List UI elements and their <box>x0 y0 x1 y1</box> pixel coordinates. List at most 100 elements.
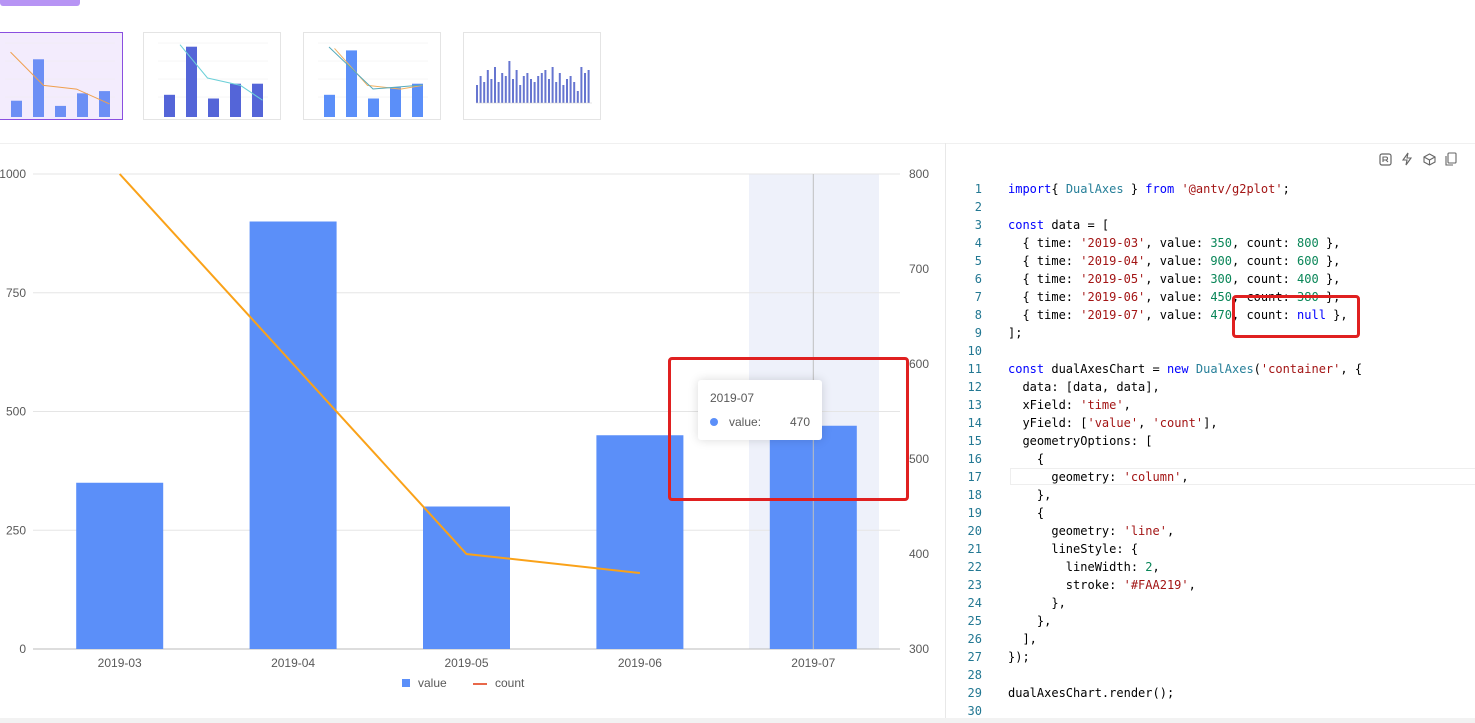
line-source: data: [data, data], <box>1008 380 1160 394</box>
code-editor[interactable] <box>946 178 1475 723</box>
line-source: import{ DualAxes } from '@antv/g2plot'; <box>1008 182 1290 196</box>
line-source: lineWidth: 2, <box>1008 560 1160 574</box>
line-number: 18 <box>967 488 982 502</box>
y-left-tick-label: 250 <box>6 523 26 537</box>
line-number: 2 <box>974 200 982 214</box>
copy-icon[interactable] <box>1444 152 1458 166</box>
y-left-tick-label: 750 <box>6 286 26 300</box>
bar-2019-03[interactable] <box>76 482 164 649</box>
line-source: { time: '2019-05', value: 300, count: 40… <box>1008 272 1341 286</box>
box-icon[interactable] <box>1422 152 1436 166</box>
line-source: stroke: '#FAA219', <box>1008 578 1196 592</box>
line-number: 8 <box>974 308 982 322</box>
line-number: 25 <box>967 614 982 628</box>
line-number: 5 <box>974 254 982 268</box>
y-right-tick-label: 700 <box>909 262 929 276</box>
x-tick-label: 2019-05 <box>444 656 488 670</box>
line-source: }, <box>1008 614 1052 628</box>
divider <box>0 143 1475 144</box>
line-number: 6 <box>974 272 982 286</box>
line-number: 13 <box>967 398 982 412</box>
active-tab-indicator[interactable] <box>0 0 80 6</box>
line-number: 23 <box>967 578 982 592</box>
line-source: lineStyle: { <box>1008 542 1139 556</box>
legend-marker-square <box>402 679 410 687</box>
current-line-highlight <box>1010 468 1475 485</box>
legend-item-value[interactable]: value <box>402 676 447 690</box>
line-number: 10 <box>967 344 982 358</box>
line-source: }, <box>1008 488 1052 502</box>
line-source: { time: '2019-03', value: 350, count: 80… <box>1008 236 1341 250</box>
line-number: 17 <box>967 470 982 484</box>
line-number: 20 <box>967 524 982 538</box>
line-source: geometryOptions: [ <box>1008 434 1153 448</box>
line-number: 15 <box>967 434 982 448</box>
line-number: 28 <box>967 668 982 682</box>
line-source: dualAxesChart.render(); <box>1008 686 1175 700</box>
line-number: 14 <box>967 416 982 430</box>
thumbnail-preview <box>5 42 115 117</box>
line-source: { <box>1008 506 1045 520</box>
thumb-3[interactable] <box>303 32 441 120</box>
y-right-tick-label: 600 <box>909 357 929 371</box>
y-right-tick-label: 500 <box>909 452 929 466</box>
legend-marker-line <box>473 682 487 685</box>
line-number: 16 <box>967 452 982 466</box>
editor-toolbar <box>1378 152 1458 166</box>
thumbnail-preview <box>476 61 592 104</box>
line-source: }, <box>1008 596 1066 610</box>
y-right-tick-label: 400 <box>909 547 929 561</box>
line-number: 7 <box>974 290 982 304</box>
line-source: ]; <box>1008 326 1023 340</box>
tooltip-title: 2019-07 <box>710 391 755 405</box>
bar-2019-05[interactable] <box>423 506 510 650</box>
bar-2019-04[interactable] <box>249 221 337 650</box>
thumbnail-preview <box>158 42 268 118</box>
line-source: ], <box>1008 632 1037 646</box>
y-right-tick-label: 800 <box>909 167 929 181</box>
x-tick-label: 2019-07 <box>791 656 835 670</box>
y-right-tick-label: 300 <box>909 642 929 656</box>
legend-item-count[interactable]: count <box>473 676 524 690</box>
line-number: 30 <box>967 704 982 718</box>
refresh-icon[interactable] <box>1378 152 1392 166</box>
line-source: const dualAxesChart = new DualAxes('cont… <box>1008 362 1363 376</box>
chart-tooltip: 2019-07 value: 470 <box>698 380 822 440</box>
flash-icon[interactable] <box>1400 152 1414 166</box>
line-number: 12 <box>967 380 982 394</box>
line-number: 1 <box>974 182 982 196</box>
line-source: yField: ['value', 'count'], <box>1008 416 1218 430</box>
legend-label-value: value <box>418 676 447 690</box>
annotation-box-code <box>1232 295 1360 338</box>
tooltip-marker <box>710 418 718 426</box>
y-left-tick-label: 1000 <box>0 167 26 181</box>
x-tick-label: 2019-03 <box>98 656 142 670</box>
bottom-scrollbar[interactable] <box>0 718 1475 723</box>
line-count[interactable] <box>118 173 641 574</box>
thumb-4[interactable] <box>463 32 601 120</box>
line-number: 26 <box>967 632 982 646</box>
line-number: 24 <box>967 596 982 610</box>
thumb-2[interactable] <box>143 32 281 120</box>
line-source: { <box>1008 452 1045 466</box>
line-number: 19 <box>967 506 982 520</box>
line-source: xField: 'time', <box>1008 398 1131 412</box>
line-number: 4 <box>974 236 982 250</box>
line-number: 9 <box>974 326 982 340</box>
line-number: 29 <box>967 686 982 700</box>
y-left-tick-label: 500 <box>6 405 26 419</box>
x-tick-label: 2019-04 <box>271 656 315 670</box>
line-number: 11 <box>967 362 982 376</box>
line-source: { time: '2019-04', value: 900, count: 60… <box>1008 254 1341 268</box>
thumbnail-preview <box>318 42 428 117</box>
thumb-1[interactable] <box>0 32 123 120</box>
top-strip <box>0 0 1475 8</box>
line-number: 22 <box>967 560 982 574</box>
tooltip-series-value: 470 <box>790 415 811 429</box>
annotation-box-tooltip <box>668 357 909 501</box>
line-number: 21 <box>967 542 982 556</box>
line-source: geometry: 'line', <box>1008 524 1175 538</box>
line-source: const data = [ <box>1008 218 1110 232</box>
x-tick-label: 2019-06 <box>618 656 662 670</box>
line-number: 27 <box>967 650 982 664</box>
